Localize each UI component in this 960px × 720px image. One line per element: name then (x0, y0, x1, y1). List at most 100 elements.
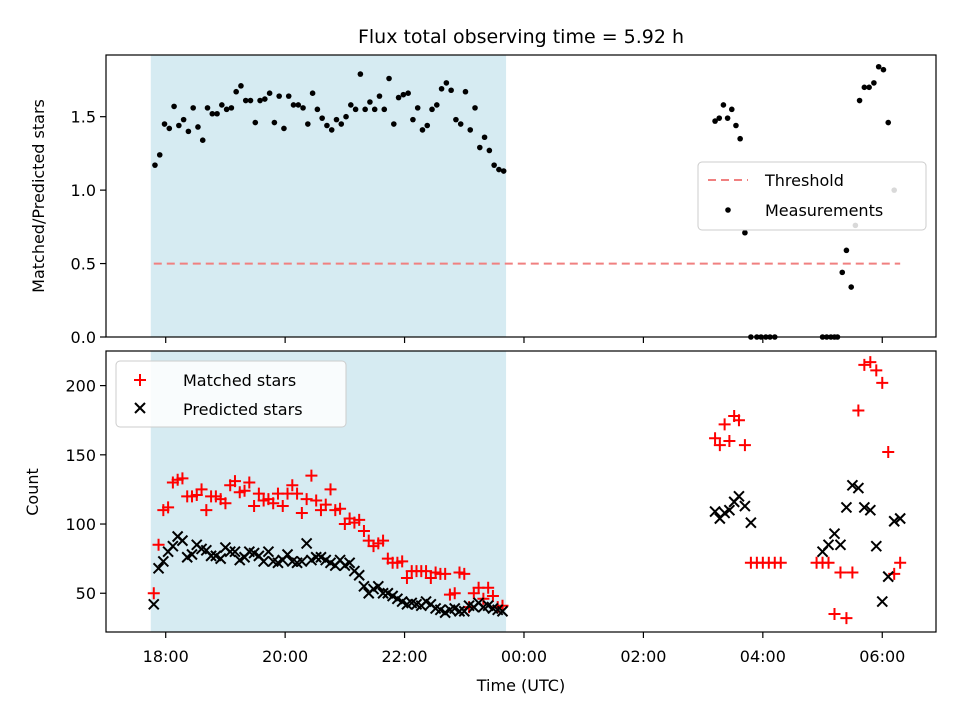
measurement-point (491, 162, 497, 168)
measurement-point (314, 106, 321, 113)
measurement-point (716, 115, 723, 121)
matched-star-point (238, 484, 251, 497)
legend-measurements-label: Measurements (765, 201, 883, 220)
matched-star-point (732, 414, 745, 427)
measurement-point (856, 97, 863, 104)
measurement-point (880, 66, 887, 73)
measurement-point (720, 102, 727, 108)
matched-star-point (822, 556, 835, 569)
measurement-point (348, 102, 354, 108)
measurement-point (367, 99, 373, 105)
matched-star-point (228, 475, 241, 488)
measurement-point (238, 83, 244, 89)
measurement-point (223, 106, 230, 113)
matched-star-point (439, 567, 452, 580)
predicted-star-point (822, 539, 835, 551)
matched-star-point (448, 587, 461, 600)
bottom-y-axis-label: Count (23, 468, 42, 516)
measurement-point (295, 102, 302, 108)
measurement-point (472, 105, 478, 111)
measurement-point (728, 106, 735, 113)
measurement-point (453, 116, 459, 123)
predicted-star-point (882, 570, 894, 583)
bottom-points-group (147, 356, 907, 625)
measurement-point (290, 102, 297, 108)
x-tick-label: 22:00 (382, 647, 428, 666)
predicted-star-point (876, 595, 888, 608)
measurement-point (885, 119, 892, 126)
bottom-y-tick-label: 150 (65, 446, 96, 465)
measurement-point (871, 80, 877, 86)
matched-star-point (152, 538, 165, 551)
matched-star-point (357, 524, 370, 537)
predicted-star-point (840, 501, 853, 514)
predicted-star-point (296, 555, 308, 568)
predicted-star-point (167, 540, 179, 552)
measurement-point (257, 97, 263, 104)
matched-star-point (176, 472, 189, 485)
matched-star-point (894, 556, 907, 569)
measurement-point (281, 125, 287, 132)
matched-star-point (709, 432, 722, 445)
legend-matched-label: Matched stars (183, 371, 296, 390)
predicted-star-point (858, 501, 871, 514)
matched-star-point (486, 590, 499, 603)
matched-star-point (276, 500, 289, 513)
measurement-point (352, 106, 359, 113)
top-shaded-region (150, 55, 507, 337)
measurement-point (419, 127, 426, 133)
measurement-point (285, 93, 292, 99)
predicted-star-point (846, 479, 859, 491)
measurement-point (247, 97, 254, 104)
predicted-star-point (894, 512, 906, 525)
measurement-point (233, 88, 239, 95)
predicted-star-point (148, 598, 160, 611)
measurement-point (438, 85, 445, 92)
measurement-point (839, 269, 846, 276)
legend-threshold-label: Threshold (764, 171, 844, 190)
measurement-point (848, 284, 855, 290)
matched-star-point (828, 608, 841, 621)
matched-star-point (723, 434, 736, 447)
measurement-point (190, 105, 196, 111)
bottom-y-tick-label: 100 (65, 515, 96, 534)
matched-star-point (334, 502, 347, 515)
top-plot-frame (105, 54, 937, 338)
measurement-point (861, 84, 868, 91)
top-y-tick-label: 1.0 (71, 181, 96, 200)
measurement-point (219, 102, 225, 108)
measurement-point (362, 106, 368, 113)
measurement-point (712, 118, 718, 124)
measurement-point (496, 166, 502, 173)
top-x-ticks (165, 337, 883, 343)
bottom-x-axis: 18:00 20:00 22:00 00:00 02:00 04:00 06:00 (143, 632, 905, 666)
measurement-point (481, 134, 488, 141)
bottom-y-tick-label: 50 (76, 584, 96, 603)
matched-star-point (291, 487, 304, 500)
matched-star-point (846, 566, 859, 579)
measurement-point (410, 116, 416, 123)
measurement-point (338, 121, 345, 127)
x-tick-label: 06:00 (859, 647, 905, 666)
measurement-point (199, 137, 206, 143)
matched-star-point (852, 404, 865, 417)
x-tick-label: 04:00 (740, 647, 786, 666)
measurement-point (195, 124, 201, 130)
legend-matched-swatch (134, 374, 146, 386)
top-legend: Threshold Measurements (697, 161, 927, 231)
measurement-point (405, 90, 411, 96)
measurement-point (152, 162, 158, 168)
predicted-star-point (723, 504, 736, 516)
measurement-point (209, 110, 216, 117)
matched-star-point (252, 487, 265, 500)
matched-star-point (840, 612, 853, 625)
measurement-point (180, 116, 187, 123)
bottom-panel: 50 100 150 200 18:00 20:00 22:00 00:00 02:00 04:… (23, 350, 937, 695)
x-axis-label: Time (UTC) (476, 676, 565, 695)
top-y-tick-label: 0.0 (71, 328, 96, 347)
measurement-point (843, 247, 850, 254)
top-panel: 0.0 0.5 1.0 1.5 Matched/Predicted stars Thr… (29, 54, 937, 347)
matched-star-point (219, 497, 232, 510)
measurement-point (737, 135, 743, 142)
